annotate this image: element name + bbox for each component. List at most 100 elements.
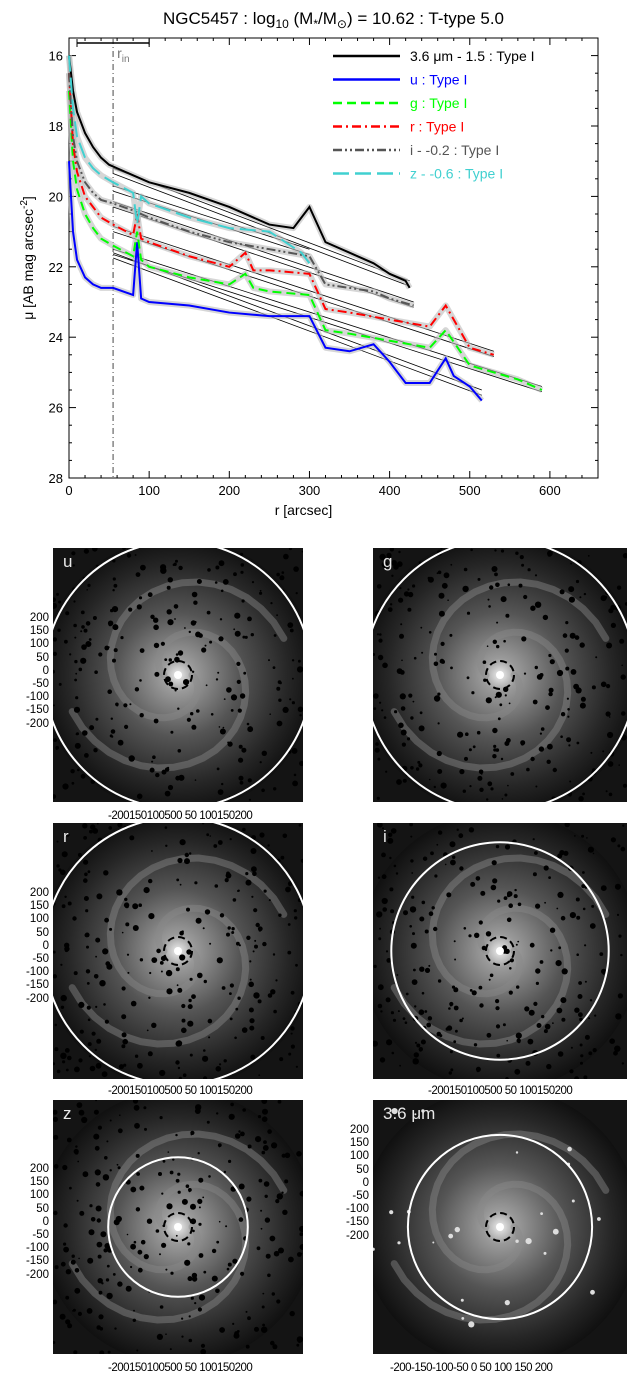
mask-speck: [128, 755, 135, 762]
mask-speck: [219, 913, 225, 918]
mask-speck: [177, 1172, 181, 1176]
mask-speck: [70, 769, 75, 774]
mask-speck: [203, 1076, 208, 1079]
mask-speck: [175, 653, 179, 656]
mask-speck: [552, 1228, 559, 1235]
mask-speck: [139, 679, 142, 682]
mask-speck: [112, 624, 119, 631]
mask-speck: [130, 1243, 136, 1250]
mask-speck: [552, 767, 557, 773]
mask-speck: [576, 741, 580, 745]
mask-speck: [198, 1294, 206, 1301]
panel-y-tick-label: -100: [25, 691, 49, 704]
mask-speck: [437, 570, 442, 575]
mask-speck: [474, 932, 480, 938]
mask-speck: [203, 979, 207, 984]
mask-speck: [261, 788, 265, 793]
mask-speck: [95, 1182, 101, 1187]
mask-speck: [177, 987, 183, 993]
mask-speck: [428, 964, 431, 967]
mask-speck: [606, 684, 611, 689]
mask-speck: [503, 639, 506, 643]
mask-speck: [78, 667, 83, 672]
mask-speck: [211, 1275, 218, 1282]
mask-speck: [178, 774, 185, 781]
mask-speck: [568, 793, 572, 797]
mask-speck: [500, 757, 504, 761]
mask-speck: [254, 944, 258, 949]
mask-speck: [223, 1059, 227, 1063]
mask-speck: [581, 884, 586, 889]
mask-speck: [410, 859, 414, 863]
mask-speck: [438, 610, 445, 617]
mask-speck: [264, 1194, 268, 1198]
mask-speck: [161, 769, 167, 775]
mask-speck: [544, 901, 546, 904]
mask-speck: [166, 585, 171, 590]
mask-speck: [261, 1100, 268, 1104]
mask-speck: [610, 604, 616, 611]
mask-speck: [267, 993, 273, 998]
mask-speck: [218, 1220, 221, 1223]
mask-speck: [287, 622, 294, 628]
mask-speck: [202, 1196, 205, 1199]
mask-speck: [283, 553, 289, 560]
mask-speck: [194, 1302, 197, 1305]
mask-speck: [530, 605, 536, 611]
panel-y-tick-label: 150: [29, 1176, 49, 1189]
mask-speck: [534, 851, 538, 855]
mask-speck: [55, 748, 58, 750]
mask-speck: [175, 1060, 180, 1065]
mask-speck: [453, 1005, 459, 1011]
mask-speck: [97, 1125, 102, 1130]
mask-speck: [397, 1010, 400, 1013]
x-tick-label: 400: [379, 483, 401, 498]
mask-speck: [295, 592, 298, 595]
mask-speck: [279, 681, 282, 685]
mask-speck: [381, 709, 384, 712]
mask-speck: [116, 889, 123, 896]
mask-speck: [282, 833, 288, 839]
mask-speck: [159, 961, 164, 965]
mask-speck: [386, 552, 392, 558]
mask-speck: [203, 1270, 207, 1274]
mask-speck: [150, 614, 155, 619]
mask-speck: [118, 1064, 124, 1070]
mask-speck: [281, 571, 285, 574]
mask-speck: [591, 685, 596, 690]
panel-y-tick-label: 100: [349, 1150, 369, 1163]
mask-speck: [109, 734, 113, 738]
mask-speck: [147, 1051, 153, 1057]
mask-speck: [239, 693, 246, 699]
panel-y-tick-label: 150: [349, 1137, 369, 1150]
mask-speck: [98, 1314, 104, 1320]
mask-speck: [249, 1018, 255, 1024]
mask-speck: [218, 1145, 221, 1148]
mask-speck: [177, 857, 183, 864]
mask-speck: [411, 979, 418, 985]
mask-speck: [100, 1231, 107, 1238]
mask-speck: [164, 658, 168, 661]
mask-speck: [604, 595, 608, 599]
mask-speck: [418, 763, 423, 768]
mask-speck: [287, 950, 292, 955]
panel-label-z: z: [63, 1104, 72, 1123]
mask-speck: [545, 705, 550, 710]
mask-speck: [591, 904, 595, 908]
mask-speck: [536, 674, 543, 680]
mask-speck: [186, 717, 191, 722]
mask-speck: [419, 966, 425, 972]
mask-speck: [519, 555, 524, 560]
mask-speck: [63, 1223, 68, 1228]
mask-speck: [238, 744, 243, 749]
mask-speck: [288, 548, 293, 551]
mask-speck: [411, 872, 414, 874]
mask-speck: [187, 1276, 193, 1282]
mask-speck: [242, 827, 246, 832]
mask-speck: [547, 552, 552, 557]
mask-speck: [614, 1045, 621, 1052]
mask-speck: [282, 706, 289, 713]
mask-speck: [468, 1321, 475, 1328]
mask-speck: [270, 989, 276, 995]
spiral-arm: [428, 578, 610, 722]
